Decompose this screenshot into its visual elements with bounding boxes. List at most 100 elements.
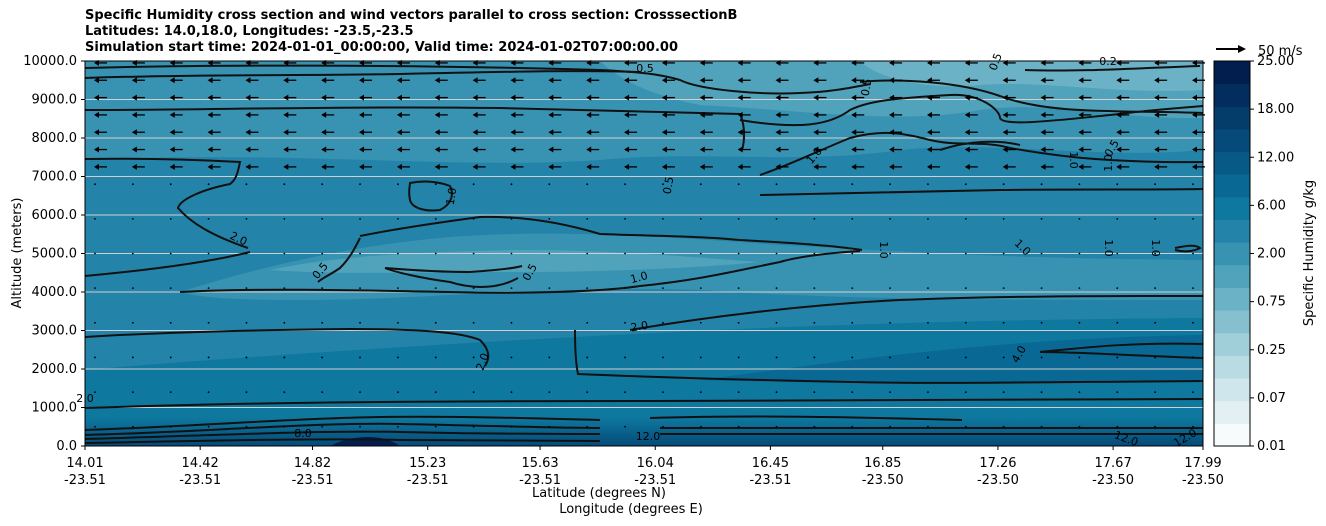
wind-arrow-head	[737, 129, 743, 136]
wind-dot	[775, 287, 778, 290]
wind-dot	[586, 287, 589, 290]
x-tick-label-lon: -23.51	[179, 473, 221, 488]
wind-arrow-head	[624, 146, 630, 153]
wind-dot	[1116, 321, 1119, 324]
wind-arrow-head	[1078, 163, 1084, 170]
colorbar-swatch	[1214, 264, 1250, 288]
wind-dot	[1078, 425, 1081, 428]
wind-dot	[851, 321, 854, 324]
wind-dot	[964, 391, 967, 393]
wind-arrow-head	[699, 146, 705, 153]
wind-arrow-head	[964, 163, 970, 170]
x-tick-label-lat: 17.67	[1095, 456, 1132, 471]
wind-dot	[927, 217, 929, 220]
wind-arrow-head	[245, 94, 251, 101]
wind-arrow-head	[245, 146, 251, 153]
wind-dot	[510, 183, 513, 186]
contour-label: 2.0	[630, 319, 649, 335]
wind-arrow-head	[964, 146, 970, 153]
wind-arrow-head	[169, 163, 175, 170]
wind-dot	[927, 391, 929, 393]
wind-arrow-head	[510, 146, 516, 153]
wind-dot	[1040, 321, 1043, 324]
wind-arrow-head	[283, 77, 289, 84]
wind-dot	[321, 217, 324, 220]
wind-arrow-head	[131, 111, 137, 118]
wind-arrow-head	[964, 94, 970, 101]
wind-arrow-head	[359, 129, 365, 136]
wind-arrow-head	[434, 111, 440, 118]
wind-arrow-head	[699, 163, 705, 170]
x-tick-label-lon: -23.50	[977, 473, 1019, 488]
wind-dot	[472, 425, 475, 428]
wind-arrow-head	[1040, 111, 1046, 118]
contour-label: 0.5	[859, 78, 875, 97]
wind-dot	[207, 321, 210, 324]
wind-dot	[927, 287, 929, 290]
wind-dot	[169, 287, 172, 290]
wind-dot	[1116, 252, 1119, 255]
wind-dot	[1002, 391, 1005, 393]
wind-dot	[434, 391, 437, 393]
wind-arrow-head	[813, 111, 819, 118]
wind-dot	[1154, 356, 1157, 359]
wind-dot	[1192, 321, 1194, 324]
wind-arrow-head	[661, 163, 667, 170]
wind-arrow-head	[131, 146, 137, 153]
wind-arrow-head	[851, 77, 857, 84]
wind-arrow-head	[1040, 163, 1046, 170]
colorbar-swatch	[1214, 332, 1250, 356]
wind-dot	[851, 217, 854, 220]
wind-arrow-head	[510, 94, 516, 101]
wind-dot	[283, 287, 286, 290]
x-tick-label-lon: -23.51	[407, 473, 449, 488]
wind-arrow-head	[661, 94, 667, 101]
quiver-key: 50 m/s	[1216, 44, 1303, 59]
wind-dot	[283, 356, 286, 359]
wind-arrow-head	[586, 129, 592, 136]
wind-dot	[207, 287, 210, 290]
wind-arrow-head	[245, 163, 251, 170]
wind-arrow-head	[889, 163, 895, 170]
wind-arrow-head	[207, 146, 213, 153]
wind-dot	[737, 252, 740, 255]
wind-dot	[510, 217, 513, 220]
quiver-key-label: 50 m/s	[1258, 44, 1303, 59]
wind-arrow-head	[775, 111, 781, 118]
wind-dot	[472, 321, 475, 324]
wind-arrow-head	[1116, 163, 1122, 170]
wind-arrow-head	[548, 77, 554, 84]
x-tick-label-lat: 17.26	[979, 456, 1016, 471]
wind-arrow-head	[131, 129, 137, 136]
wind-dot	[624, 356, 626, 359]
wind-dot	[169, 391, 172, 393]
wind-dot	[737, 217, 740, 220]
wind-dot	[1116, 217, 1119, 220]
wind-dot	[207, 183, 210, 186]
wind-arrow-head	[926, 111, 932, 118]
wind-dot	[813, 183, 816, 186]
y-tick-label: 2000.0	[32, 362, 78, 377]
wind-dot	[699, 391, 702, 393]
wind-dot	[245, 321, 248, 324]
wind-arrow-head	[1154, 129, 1160, 136]
wind-arrow-head	[434, 94, 440, 101]
wind-dot	[775, 217, 778, 220]
colorbar-swatch	[1214, 355, 1250, 379]
wind-arrow-head	[207, 163, 213, 170]
colorbar-swatch	[1214, 310, 1250, 334]
wind-dot	[434, 425, 437, 428]
wind-dot	[586, 217, 589, 220]
wind-arrow-head	[661, 77, 667, 84]
wind-dot	[775, 391, 778, 393]
wind-arrow-head	[396, 129, 402, 136]
wind-arrow-head	[737, 77, 743, 84]
wind-dot	[1154, 183, 1157, 186]
wind-arrow-head	[775, 129, 781, 136]
wind-dot	[851, 252, 854, 255]
wind-dot	[586, 425, 589, 428]
wind-dot	[1192, 183, 1194, 186]
wind-dot	[434, 356, 437, 359]
wind-dot	[207, 252, 210, 255]
